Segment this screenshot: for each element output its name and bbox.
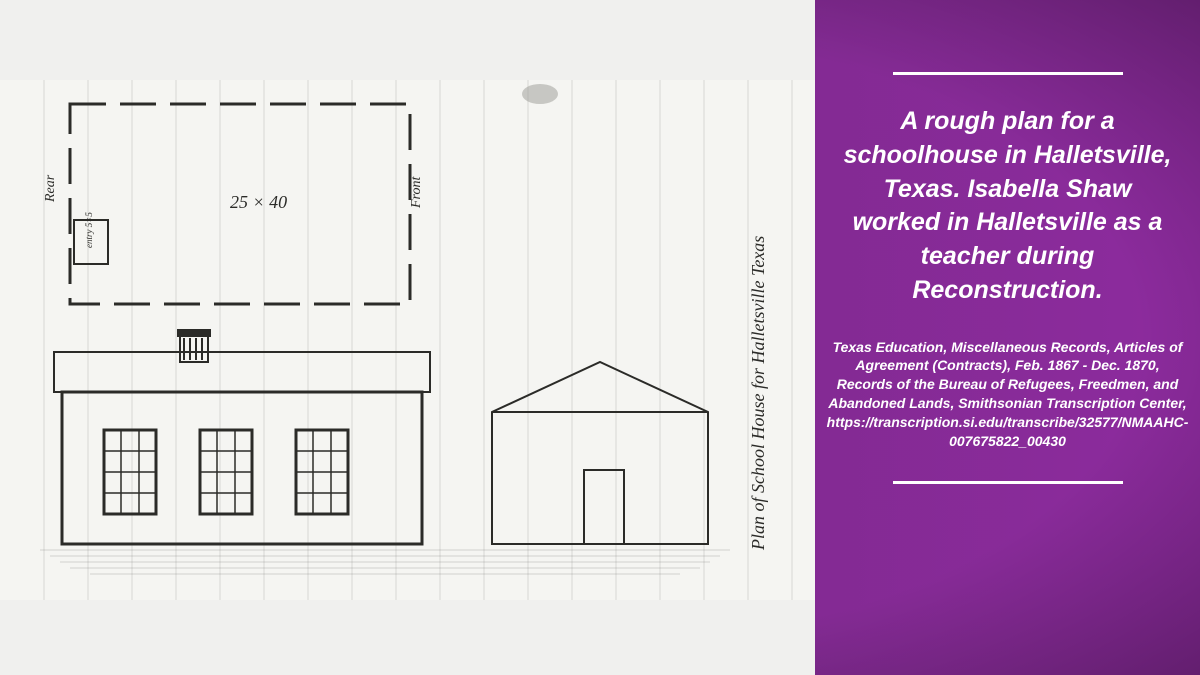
caption-main-text: A rough plan for a schoolhouse in Hallet… <box>843 105 1172 308</box>
caption-panel: A rough plan for a schoolhouse in Hallet… <box>815 0 1200 675</box>
anteroom-label: entry 5×5 <box>84 212 94 248</box>
divider-top <box>893 72 1123 75</box>
schoolhouse-sketch: 25 × 40 Rear Front entry 5×5 <box>0 80 815 600</box>
sketch-svg: 25 × 40 Rear Front entry 5×5 <box>0 80 815 600</box>
divider-bottom <box>893 481 1123 484</box>
sketch-script-caption: Plan of School House for Halletsville Te… <box>748 236 768 551</box>
floor-plan-rear-label: Rear <box>43 174 58 203</box>
caption-citation-text: Texas Education, Miscellaneous Records, … <box>827 338 1189 451</box>
image-panel: 25 × 40 Rear Front entry 5×5 <box>0 0 815 675</box>
slide: 25 × 40 Rear Front entry 5×5 <box>0 0 1200 675</box>
floor-plan-front-label: Front <box>409 176 424 209</box>
floor-plan-dim-label: 25 × 40 <box>230 192 287 212</box>
